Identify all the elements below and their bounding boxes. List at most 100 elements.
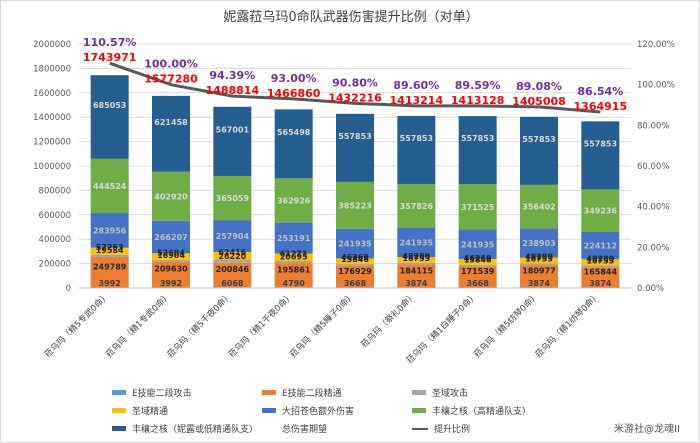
segment-value-label: 685053 bbox=[93, 101, 126, 110]
segment-value-label: 238903 bbox=[522, 239, 555, 248]
segment-value-label: 16733 bbox=[402, 254, 430, 263]
segment-value-label: 249789 bbox=[93, 262, 127, 271]
x-tick-label: 菈乌玛（精5千夜0命） bbox=[165, 290, 235, 360]
x-tick-label: 菈乌玛（祭礼0命） bbox=[359, 290, 419, 350]
legend-swatch bbox=[412, 390, 426, 395]
segment-value-label: 557853 bbox=[461, 134, 494, 143]
legend-swatch bbox=[262, 408, 276, 413]
total-label: 1466860 bbox=[267, 87, 321, 100]
bar-segment bbox=[458, 266, 497, 288]
bar-segment bbox=[90, 247, 129, 255]
bar-segment bbox=[152, 253, 190, 260]
legend-item: 总伤害期望 bbox=[282, 422, 327, 435]
ratio-label: 86.54% bbox=[577, 85, 623, 98]
segment-value-label: 15846 bbox=[341, 255, 369, 264]
segment-value-label: 4790 bbox=[283, 279, 306, 288]
bar-segment bbox=[520, 263, 558, 266]
bar-segment bbox=[336, 181, 374, 229]
bar-segment bbox=[213, 175, 252, 221]
legend-swatch bbox=[112, 390, 126, 395]
segment-value-label: 53684 bbox=[157, 249, 185, 258]
legend-label: 提升比例 bbox=[434, 425, 471, 435]
right-tick-label: 60.00% bbox=[637, 162, 669, 172]
bar-segment bbox=[520, 184, 558, 229]
left-tick-label: 1200000 bbox=[33, 138, 71, 148]
segment-value-label: 3874 bbox=[528, 279, 551, 288]
segment-value-label: 6068 bbox=[221, 279, 244, 288]
bar-segment bbox=[90, 158, 129, 214]
segment-value-label: 48280 bbox=[586, 254, 614, 263]
segment-value-label: 46269 bbox=[464, 254, 492, 263]
segment-value-label: 224112 bbox=[584, 242, 617, 251]
bar-segment bbox=[397, 263, 436, 266]
segment-value-label: 385223 bbox=[338, 201, 371, 210]
x-tick-label: 菈乌玛（精5睡子0命） bbox=[288, 290, 358, 360]
segment-value-label: 16733 bbox=[525, 254, 553, 263]
legend-label: 丰穰之核（高精通队支） bbox=[432, 407, 532, 417]
bar-segment bbox=[152, 171, 190, 221]
segment-value-label: 402920 bbox=[154, 192, 188, 201]
bar-segment bbox=[520, 257, 558, 264]
bar-segment bbox=[581, 267, 620, 288]
bars bbox=[90, 75, 620, 288]
total-label: 1405008 bbox=[512, 95, 566, 108]
legend-label: 圣域攻击 bbox=[432, 389, 469, 399]
ratio-line: 110.57% 1743971 100.00% 1577280 94.39% 148881… bbox=[83, 36, 627, 114]
x-tick-label: 菈乌玛（精1专武0命） bbox=[104, 290, 174, 360]
bar-segment bbox=[152, 259, 190, 262]
legend-label: E技能二段攻击 bbox=[132, 389, 192, 399]
segment-value-label: 3668 bbox=[344, 279, 367, 288]
segment-value-label: 3874 bbox=[405, 279, 428, 288]
bar-segment bbox=[581, 232, 620, 260]
bar-segment bbox=[274, 222, 313, 254]
segment-value-label: 3668 bbox=[467, 279, 490, 288]
segment-value-label: 362926 bbox=[277, 196, 311, 205]
total-label: 1413128 bbox=[451, 94, 505, 107]
bar-segment bbox=[336, 264, 374, 266]
bar-segment bbox=[458, 259, 497, 265]
segment-value-label: 180977 bbox=[522, 266, 555, 275]
legend-label: 丰穰之核（妮露或低精通队支） bbox=[132, 425, 259, 435]
bar-segment bbox=[274, 260, 313, 264]
ratio-label: 93.00% bbox=[271, 72, 317, 85]
bar-segment bbox=[213, 262, 252, 288]
x-tick-label: 菈乌玛（精1白睡子0命） bbox=[404, 290, 480, 366]
segment-value-label: 15846 bbox=[464, 256, 492, 265]
legend-item: E技能二段精通 bbox=[262, 386, 342, 399]
segment-value-label: 557853 bbox=[584, 139, 617, 148]
segment-value-label: 26220 bbox=[218, 252, 246, 261]
bar-segment bbox=[520, 228, 558, 258]
left-tick-label: 2000000 bbox=[33, 40, 71, 50]
legend-item: 圣域精通 bbox=[112, 404, 168, 417]
chart-title: 妮露菈乌玛0命队武器伤害提升比例（对单） bbox=[223, 9, 478, 25]
bar-segment bbox=[336, 265, 374, 288]
x-tick-label: 菈乌玛（精5专武0命） bbox=[42, 290, 112, 360]
legend-item: E技能二段攻击 bbox=[112, 386, 192, 399]
bar-segment bbox=[274, 263, 313, 288]
total-label: 1743971 bbox=[83, 51, 137, 64]
segment-value-label: 356402 bbox=[522, 203, 555, 212]
segment-value-label: 176929 bbox=[338, 267, 372, 276]
bar-segment bbox=[152, 95, 190, 172]
segment-value-label: 257904 bbox=[216, 232, 250, 241]
segment-value-label: 371525 bbox=[461, 203, 495, 212]
segment-value-label: 16733 bbox=[586, 256, 614, 265]
right-tick-label: 20.00% bbox=[637, 243, 669, 253]
bar-segment bbox=[152, 220, 190, 254]
bar-segment bbox=[397, 265, 436, 288]
bar-segment bbox=[274, 178, 313, 223]
legend-item: 丰穰之核（妮露或低精通队支） bbox=[112, 422, 258, 435]
bar-segment bbox=[90, 75, 129, 159]
total-label: 1577280 bbox=[144, 73, 198, 86]
watermark: 米游社@龙魂II bbox=[614, 424, 680, 435]
total-label: 1488814 bbox=[206, 84, 260, 97]
segment-value-label: 3992 bbox=[99, 279, 121, 288]
bar-segment bbox=[397, 183, 436, 228]
segment-value-label: 195861 bbox=[277, 265, 311, 274]
ratio-label: 89.60% bbox=[393, 79, 439, 92]
segment-value-label: 48280 bbox=[402, 252, 430, 261]
legend-item: 圣域攻击 bbox=[412, 386, 468, 399]
bar-segment bbox=[274, 253, 313, 261]
segment-value-label: 253191 bbox=[277, 234, 311, 243]
legend-label: 总伤害期望 bbox=[282, 425, 328, 435]
